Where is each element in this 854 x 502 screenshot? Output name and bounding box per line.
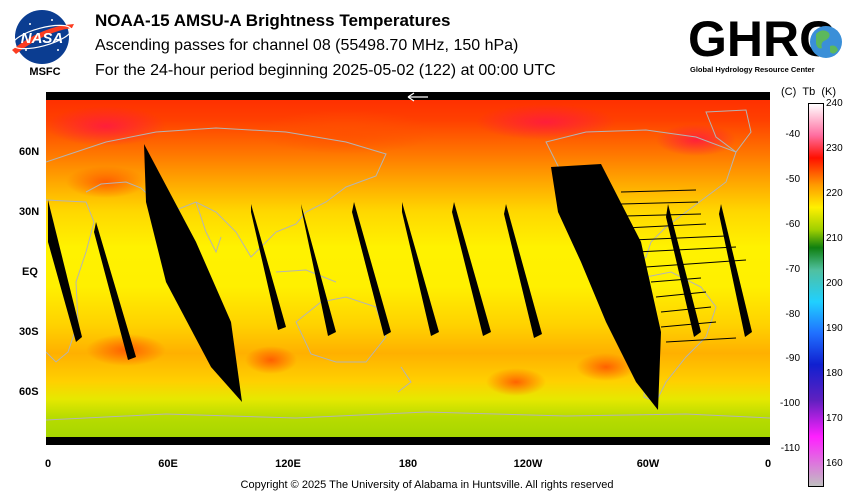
celsius-tick: -60 [785, 218, 800, 230]
kelvin-tick: 160 [826, 457, 843, 469]
lat-label: 60S [19, 386, 39, 398]
kelvin-tick: 220 [826, 187, 843, 199]
ghrc-logo: GHRC Global Hydrology Resource Center [688, 11, 842, 74]
ghrc-subtext: Global Hydrology Resource Center [690, 65, 815, 74]
channel-subtitle: Ascending passes for channel 08 (55498.7… [95, 37, 519, 54]
celsius-tick: -40 [785, 128, 800, 140]
page-title: NOAA-15 AMSU-A Brightness Temperatures [95, 11, 451, 30]
brightness-temperature-map [46, 92, 770, 445]
swath-lines [620, 189, 747, 343]
lon-label: 0 [44, 458, 52, 470]
lat-label: EQ [22, 266, 38, 278]
direction-arrow [407, 92, 428, 102]
lon-label: 60E [158, 458, 178, 470]
celsius-tick: -50 [785, 173, 800, 185]
nasa-logo-text: NASA [21, 30, 64, 47]
kelvin-tick: 200 [826, 277, 843, 289]
celsius-tick: -80 [785, 308, 800, 320]
lon-label: 60W [636, 458, 660, 470]
period-subtitle: For the 24-hour period beginning 2025-05… [95, 62, 556, 79]
kelvin-tick: 190 [826, 322, 843, 334]
celsius-tick: -90 [785, 353, 800, 365]
colorbar [808, 103, 824, 487]
copyright-notice: Copyright © 2025 The University of Alaba… [240, 479, 614, 491]
kelvin-tick: 240 [826, 98, 843, 109]
lon-label: 120W [513, 458, 543, 470]
lat-label: 30S [19, 326, 39, 338]
tb-label: Tb [802, 86, 816, 98]
lon-label: 120E [275, 458, 301, 470]
kelvin-tick: 180 [826, 367, 843, 379]
celsius-tick: -70 [785, 263, 800, 275]
kelvin-tick: 170 [826, 412, 843, 424]
lat-label: 60N [19, 146, 40, 158]
lon-label: 0 [764, 458, 772, 470]
polar-band-north [46, 92, 770, 100]
no-data-gaps [48, 144, 752, 410]
lon-label: 180 [398, 458, 418, 470]
kelvin-tick: 230 [826, 142, 843, 154]
celsius-tick: -110 [780, 443, 800, 455]
lat-label: 30N [19, 206, 40, 218]
kelvin-tick: 210 [826, 232, 843, 244]
kelvin-unit: (K) [821, 86, 837, 98]
celsius-unit: (C) [781, 86, 797, 98]
celsius-tick: -100 [779, 398, 800, 410]
polar-band-south [46, 437, 770, 445]
colorbar-header: (C) Tb (K) [781, 86, 836, 98]
msfc-label: MSFC [29, 66, 61, 78]
nasa-logo: NASA [12, 10, 74, 64]
